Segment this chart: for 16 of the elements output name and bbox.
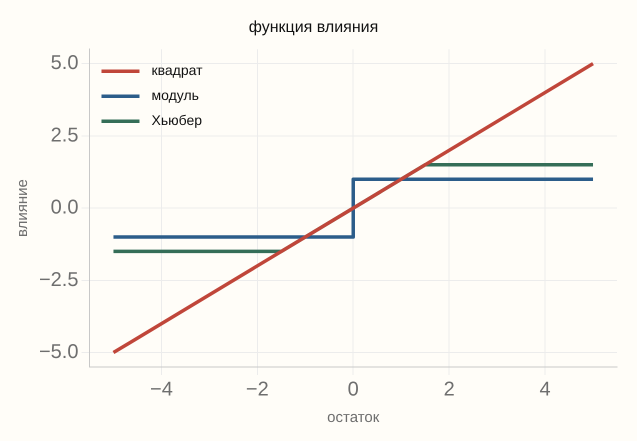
- y-tick-label: 5.0: [50, 52, 78, 74]
- x-tick-label: 0: [348, 378, 359, 401]
- x-tick-label: −2: [246, 378, 269, 401]
- x-tick-label: −4: [150, 378, 173, 401]
- legend-label: Хьюбер: [151, 112, 202, 128]
- x-axis-title: остаток: [327, 409, 380, 426]
- x-tick-label: 4: [540, 378, 551, 401]
- y-tick-label: −2.5: [39, 268, 78, 291]
- chart-title: функция влияния: [248, 19, 378, 36]
- legend-label: модуль: [151, 87, 199, 104]
- x-tick-label: 2: [444, 378, 455, 401]
- y-axis-title: влияние: [14, 179, 32, 238]
- y-tick-label: 2.5: [50, 124, 78, 146]
- y-tick-label: −5.0: [39, 341, 78, 364]
- legend-label: квадрат: [151, 62, 204, 78]
- y-tick-label: 0.0: [50, 196, 78, 219]
